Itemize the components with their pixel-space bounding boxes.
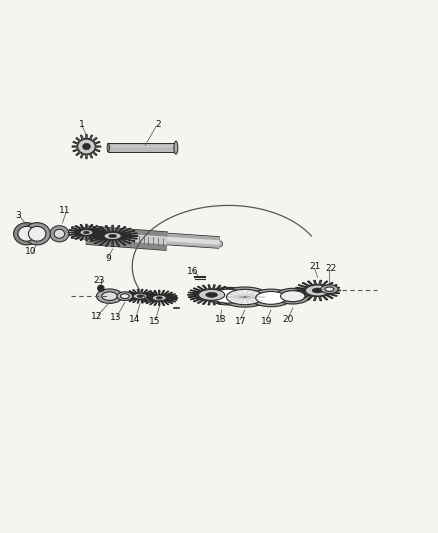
Text: 17: 17 [234,317,246,326]
Text: 16: 16 [186,267,198,276]
Text: 10: 10 [25,247,37,256]
Ellipse shape [250,289,291,306]
Polygon shape [123,289,156,303]
Text: 9: 9 [105,254,111,263]
Text: 21: 21 [309,262,321,271]
Ellipse shape [324,287,333,292]
Text: 15: 15 [149,317,160,326]
Text: 11: 11 [59,206,70,215]
Ellipse shape [117,292,132,301]
Text: 23: 23 [94,276,105,285]
Circle shape [98,285,104,292]
Ellipse shape [18,227,35,241]
Ellipse shape [102,292,117,301]
Ellipse shape [54,229,64,238]
Ellipse shape [211,289,244,303]
Ellipse shape [120,294,129,298]
Bar [108,143,176,152]
Ellipse shape [28,227,46,241]
Ellipse shape [311,288,322,293]
Text: 1: 1 [79,120,85,129]
Polygon shape [68,224,105,241]
Text: 2: 2 [155,120,161,129]
Ellipse shape [320,285,337,294]
Ellipse shape [133,293,147,299]
Text: 14: 14 [128,315,140,324]
Text: 3: 3 [15,211,21,220]
Ellipse shape [280,290,304,302]
Text: 13: 13 [110,313,121,322]
Polygon shape [141,290,177,305]
Ellipse shape [49,225,69,242]
Ellipse shape [226,289,262,305]
Ellipse shape [255,292,286,304]
Text: 18: 18 [214,315,226,324]
Ellipse shape [24,223,50,245]
Ellipse shape [137,295,143,297]
Ellipse shape [109,235,116,238]
Text: 20: 20 [282,315,293,324]
Ellipse shape [107,143,109,152]
Ellipse shape [220,287,268,307]
Text: 22: 22 [325,264,336,273]
Ellipse shape [156,296,162,299]
Ellipse shape [80,230,93,236]
Ellipse shape [275,288,310,304]
Ellipse shape [14,223,40,245]
Ellipse shape [78,139,95,154]
Ellipse shape [82,143,90,150]
Text: 19: 19 [260,317,272,326]
Ellipse shape [104,232,121,240]
Ellipse shape [83,231,89,234]
Polygon shape [294,280,339,301]
Ellipse shape [96,289,122,303]
Ellipse shape [152,295,166,301]
Text: 12: 12 [91,312,102,321]
Ellipse shape [198,289,224,301]
Ellipse shape [205,293,217,297]
Polygon shape [187,285,235,305]
Ellipse shape [173,141,177,154]
Polygon shape [87,225,138,247]
Polygon shape [72,134,101,159]
Ellipse shape [305,285,329,296]
Ellipse shape [207,287,249,305]
